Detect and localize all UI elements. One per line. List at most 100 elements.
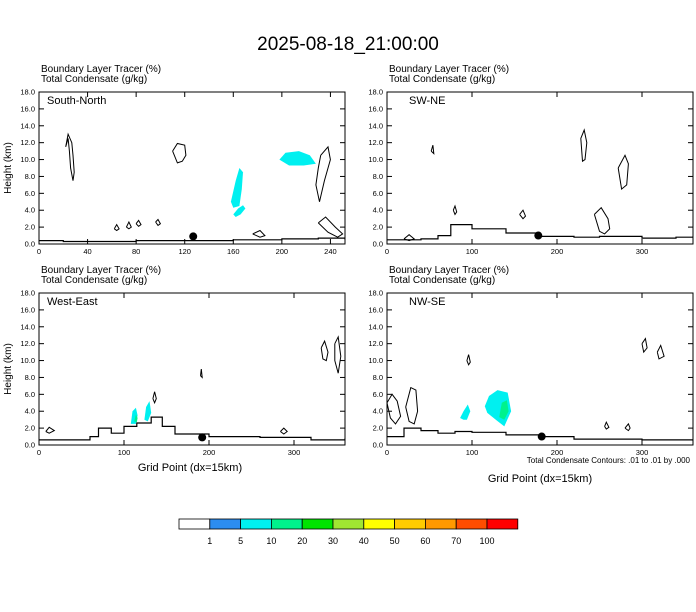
location-marker [534, 231, 543, 240]
panel-title: South-North [47, 95, 106, 107]
x-tick-label: 240 [324, 247, 337, 256]
y-tick-label: 18.0 [20, 88, 35, 97]
colorbar-swatch [178, 518, 211, 530]
condensate-contour [430, 145, 435, 155]
panel-title: West-East [47, 296, 98, 308]
panel-subtitle-tracer: Boundary Layer Tracer (%) [41, 64, 161, 75]
tracer-shading [230, 168, 243, 208]
condensate-contour [334, 335, 342, 374]
x-tick-label: 160 [227, 247, 240, 256]
x-tick-label: 100 [118, 448, 131, 457]
colorbar-swatch [455, 518, 488, 530]
condensate-contour [315, 145, 331, 202]
panel-sw-ne: Boundary Layer Tracer (%) Total Condensa… [368, 64, 694, 256]
y-axis-label: Height (km) [3, 142, 14, 194]
y-tick-label: 2.0 [25, 223, 35, 232]
colorbar-label: 100 [479, 536, 494, 546]
y-tick-label: 16.0 [20, 104, 35, 113]
tracer-shading [233, 205, 246, 217]
colorbar-swatch [332, 518, 365, 530]
condensate-contour [466, 354, 471, 366]
condensate-contour [172, 142, 187, 164]
y-tick-label: 6.0 [373, 390, 383, 399]
panel-subtitle-condensate: Total Condensate (g/kg) [41, 275, 147, 286]
plot-frame [386, 91, 694, 245]
colorbar-label: 20 [297, 536, 307, 546]
y-tick-label: 14.0 [368, 121, 383, 130]
plot-area [39, 132, 345, 243]
colorbar-swatch [240, 518, 272, 530]
condensate-contour [519, 209, 527, 220]
colorbar-label: 70 [451, 536, 461, 546]
x-tick-label: 80 [132, 247, 140, 256]
condensate-contour [135, 219, 142, 227]
x-tick-label: 300 [636, 448, 649, 457]
colorbar-swatch [209, 518, 242, 530]
condensate-contour [452, 204, 458, 216]
y-tick-label: 14.0 [368, 322, 383, 331]
y-tick-label: 4.0 [25, 206, 35, 215]
y-tick-label: 8.0 [25, 373, 35, 382]
colorbar: 1 5 10 20 30 40 50 60 70 100 [178, 518, 519, 546]
panel-subtitle-tracer: Boundary Layer Tracer (%) [389, 265, 509, 276]
location-marker [189, 232, 198, 241]
panel-subtitle-condensate: Total Condensate (g/kg) [41, 74, 147, 85]
y-axis-label: Height (km) [3, 343, 14, 395]
condensate-contour [45, 426, 56, 434]
panel-south-north: Boundary Layer Tracer (%) Total Condensa… [3, 64, 346, 256]
condensate-contour [320, 339, 329, 362]
condensate-contour [65, 132, 75, 181]
y-tick-label: 18.0 [368, 88, 383, 97]
condensate-contour [155, 218, 162, 227]
figure-title: 2025-08-18_21:00:00 [257, 34, 439, 55]
y-tick-label: 16.0 [20, 305, 35, 314]
y-tick-label: 2.0 [373, 424, 383, 433]
x-tick-label: 0 [385, 247, 389, 256]
panel-subtitle-tracer: Boundary Layer Tracer (%) [41, 265, 161, 276]
location-marker [198, 433, 207, 442]
x-tick-label: 120 [178, 247, 191, 256]
panel-title: SW-NE [409, 95, 445, 107]
panel-subtitle-condensate: Total Condensate (g/kg) [389, 74, 495, 85]
tracer-shading [499, 400, 509, 420]
x-tick-label: 100 [466, 247, 479, 256]
colorbar-swatch [363, 518, 395, 530]
y-tick-label: 10.0 [20, 356, 35, 365]
x-tick-label: 300 [288, 448, 301, 457]
plot-area [39, 335, 345, 442]
condensate-contour [593, 206, 611, 235]
plot-frame [38, 91, 346, 245]
condensate-contour [405, 386, 419, 425]
tracer-shading [460, 404, 471, 420]
y-tick-label: 12.0 [20, 138, 35, 147]
condensate-contour [604, 420, 610, 430]
y-tick-label: 6.0 [25, 390, 35, 399]
condensate-contour [200, 368, 203, 379]
y-tick-label: 4.0 [373, 407, 383, 416]
condensate-contour [617, 154, 629, 191]
y-tick-label: 16.0 [368, 305, 383, 314]
colorbar-swatch [301, 518, 334, 530]
tracer-shading [279, 151, 316, 166]
y-tick-label: 18.0 [20, 289, 35, 298]
condensate-contour [641, 337, 648, 354]
location-marker [537, 432, 546, 441]
terrain-line [39, 416, 345, 441]
plot-frame [386, 292, 694, 446]
y-tick-label: 0.0 [25, 441, 35, 450]
y-tick-label: 16.0 [368, 104, 383, 113]
contour-footnote: Total Condensate Contours: .01 to .01 by… [527, 456, 691, 465]
plot-area [387, 337, 693, 441]
x-tick-label: 0 [37, 247, 41, 256]
tracer-shading [144, 401, 152, 422]
terrain-line [387, 427, 693, 441]
y-tick-label: 12.0 [20, 339, 35, 348]
y-tick-label: 12.0 [368, 138, 383, 147]
x-axis-label: Grid Point (dx=15km) [488, 473, 592, 485]
panel-subtitle-tracer: Boundary Layer Tracer (%) [389, 64, 509, 75]
colorbar-label: 5 [238, 536, 243, 546]
y-tick-label: 4.0 [373, 206, 383, 215]
condensate-contour [280, 427, 288, 435]
y-tick-label: 8.0 [25, 172, 35, 181]
y-tick-label: 10.0 [368, 155, 383, 164]
